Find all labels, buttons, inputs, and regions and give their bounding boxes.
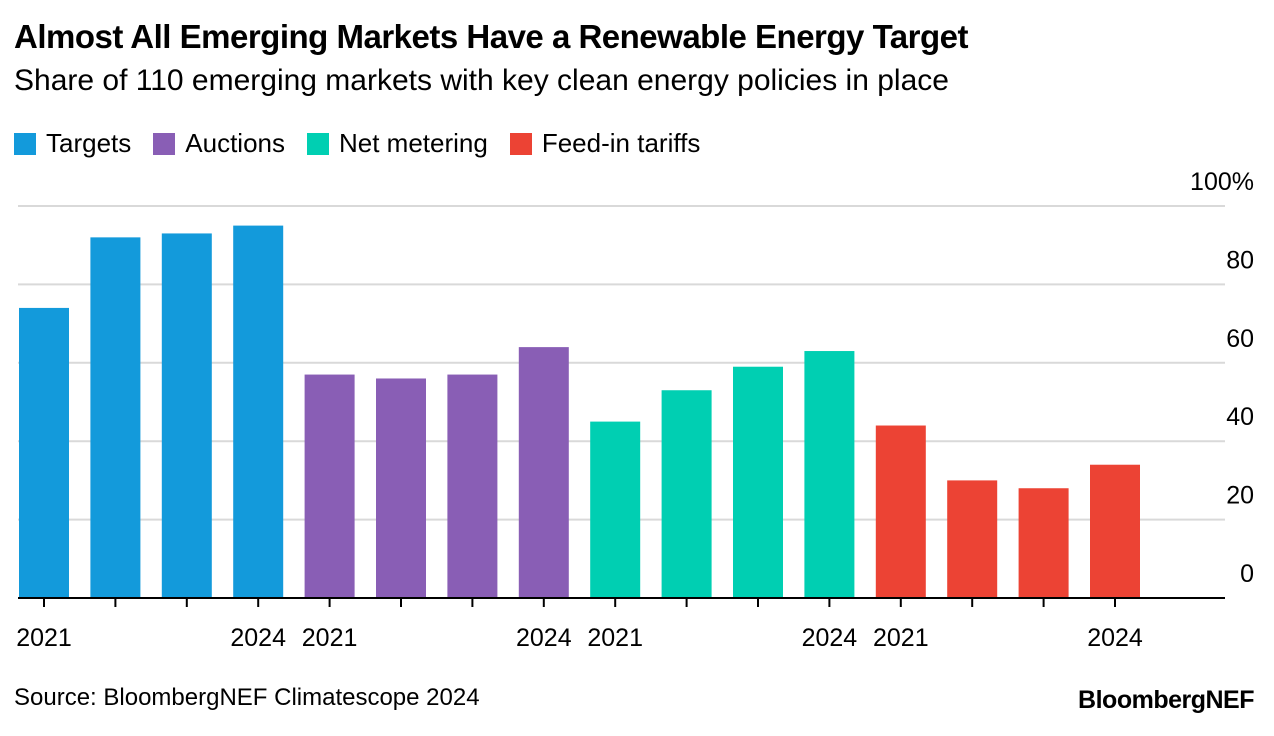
x-tick-label: 2021 — [302, 624, 358, 652]
x-tick-label: 2021 — [873, 624, 929, 652]
x-tick-label: 2021 — [587, 624, 643, 652]
y-tick-label: 20 — [1226, 482, 1254, 510]
y-tick-label: 80 — [1226, 246, 1254, 274]
legend-swatch-auctions — [153, 132, 176, 155]
x-tick-label: 2024 — [1087, 624, 1143, 652]
legend-item-auctions: Auctions — [153, 128, 285, 159]
legend-label-auctions: Auctions — [185, 128, 285, 158]
legend-label-net-metering: Net metering — [339, 128, 488, 158]
bar-feed-in-tariffs-2024 — [1090, 464, 1140, 598]
bar-net-metering-2021 — [590, 421, 641, 598]
legend-label-feed-in-tariffs: Feed-in tariffs — [541, 128, 701, 158]
bar-feed-in-tariffs-2022 — [947, 480, 998, 598]
bar-auctions-2024 — [518, 347, 569, 598]
source-note: Source: BloombergNEF Climatescope 2024 — [14, 684, 480, 711]
chart-legend: Targets Auctions Net metering Feed-in ta… — [14, 128, 722, 159]
chart-subtitle: Share of 110 emerging markets with key c… — [14, 64, 949, 97]
bar-feed-in-tariffs-2021 — [875, 425, 926, 598]
chart-title: Almost All Emerging Markets Have a Renew… — [14, 18, 968, 55]
bar-targets-2024 — [233, 225, 284, 598]
x-tick-label: 2024 — [802, 624, 858, 652]
bar-auctions-2021 — [304, 374, 355, 598]
y-tick-label: 100% — [1190, 168, 1254, 196]
legend-swatch-targets — [14, 132, 36, 155]
bar-auctions-2023 — [447, 374, 498, 598]
bar-net-metering-2023 — [733, 366, 783, 598]
y-tick-label: 40 — [1226, 403, 1254, 431]
legend-swatch-net-metering — [307, 132, 329, 155]
bar-auctions-2022 — [376, 378, 426, 598]
y-tick-label: 0 — [1240, 560, 1254, 588]
legend-item-net-metering: Net metering — [307, 128, 488, 159]
legend-item-targets: Targets — [14, 128, 131, 159]
y-tick-label: 60 — [1226, 325, 1254, 353]
x-tick-label: 2024 — [230, 624, 286, 652]
bar-targets-2023 — [161, 233, 212, 598]
bar-feed-in-tariffs-2023 — [1018, 488, 1069, 598]
legend-label-targets: Targets — [46, 128, 132, 158]
bar-targets-2021 — [19, 307, 69, 598]
bar-net-metering-2022 — [661, 390, 712, 598]
legend-item-feed-in-tariffs: Feed-in tariffs — [509, 128, 701, 159]
x-tick-label: 2021 — [16, 624, 72, 652]
bar-net-metering-2024 — [804, 351, 855, 598]
legend-swatch-feed-in-tariffs — [509, 132, 532, 155]
bar-targets-2022 — [90, 237, 141, 599]
brand-logo: BloombergNEF — [1078, 686, 1254, 714]
x-tick-label: 2024 — [516, 624, 572, 652]
